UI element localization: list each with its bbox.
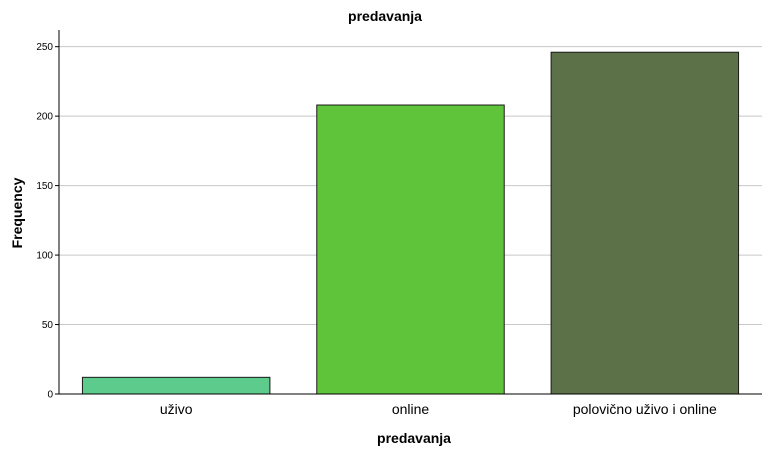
- y-axis-ticks: 0 50 100 150 200 250: [36, 42, 59, 401]
- x-axis-title: predavanja: [377, 430, 451, 446]
- y-tick-label: 0: [47, 390, 53, 401]
- bar-1: [81, 376, 271, 395]
- bar-2: [316, 104, 505, 395]
- x-axis-ticks: uživo online polovično uživo i online: [160, 401, 717, 417]
- bars: [81, 51, 740, 395]
- y-tick-label: 150: [36, 181, 53, 192]
- bar-3: [550, 51, 740, 395]
- x-tick-label: online: [392, 401, 430, 417]
- x-tick-label: polovično uživo i online: [573, 401, 717, 417]
- chart-title: predavanja: [348, 8, 422, 24]
- x-tick-label: uživo: [160, 401, 193, 417]
- y-tick-label: 100: [36, 251, 53, 262]
- y-axis-title: Frequency: [9, 177, 25, 248]
- y-tick-label: 250: [36, 42, 53, 53]
- y-tick-label: 200: [36, 112, 53, 123]
- y-tick-label: 50: [42, 320, 54, 331]
